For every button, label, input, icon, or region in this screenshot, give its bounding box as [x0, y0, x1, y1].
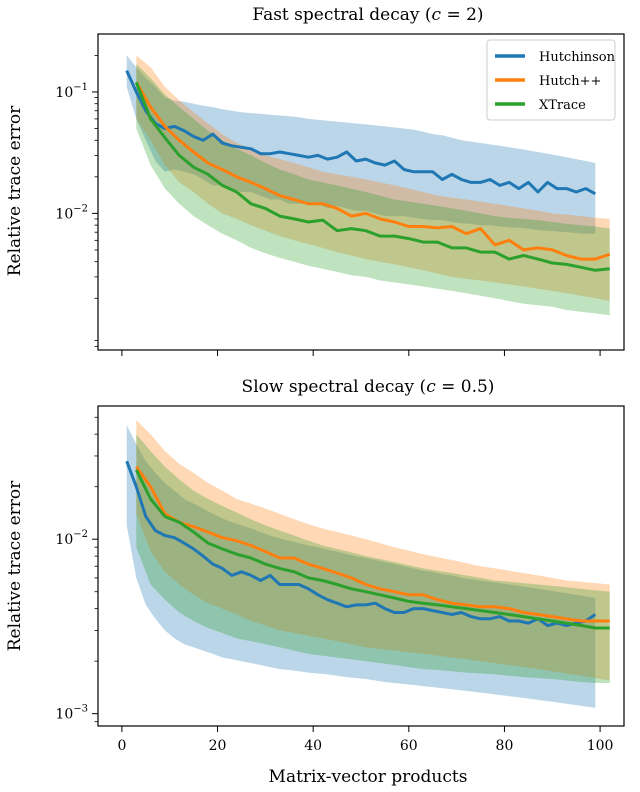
band-hutchinson — [126, 425, 596, 708]
y-tick-label: 10−2 — [55, 529, 88, 548]
bottom-chart-panel: Slow spectral decay (c = 0.5) Relative t… — [5, 377, 625, 754]
plot-area — [125, 55, 611, 316]
band-xtrace — [136, 434, 610, 683]
legend-label: XTrace — [539, 98, 586, 113]
x-tick-label: 60 — [400, 738, 418, 754]
band-hutchinson — [126, 55, 596, 234]
x-tick-label: 40 — [304, 738, 322, 754]
y-tick-label: 10−2 — [55, 203, 88, 222]
x-tick-label: 100 — [587, 738, 614, 754]
line-hutchinson — [125, 460, 597, 627]
line-hutchpp — [135, 465, 610, 623]
line-hutchinson — [125, 69, 597, 196]
legend-label: Hutch++ — [539, 74, 601, 89]
top-chart-panel: Fast spectral decay (c = 2) Relative tra… — [5, 5, 625, 356]
line-hutchpp — [135, 81, 611, 261]
bottom-chart-title: Slow spectral decay (c = 0.5) — [242, 377, 495, 397]
legend-box — [486, 39, 616, 121]
line-xtrace — [134, 469, 610, 630]
legend: Hutchinson Hutch++ XTrace — [486, 39, 616, 121]
y-tick-label: 10−3 — [55, 704, 88, 723]
plot-frame — [97, 33, 625, 351]
top-chart-title: Fast spectral decay (c = 2) — [252, 5, 483, 25]
x-tick-label: 20 — [209, 738, 227, 754]
y-tick-label: 10−1 — [55, 82, 88, 101]
plot-area — [125, 420, 610, 708]
top-chart-ylabel: Relative trace error — [5, 105, 25, 276]
legend-label: Hutchinson — [539, 50, 616, 65]
bottom-chart-ylabel: Relative trace error — [5, 480, 25, 651]
x-tick-label: 0 — [117, 738, 126, 754]
line-xtrace — [134, 81, 610, 272]
band-hutchpp — [136, 420, 610, 681]
x-tick-label: 80 — [496, 738, 514, 754]
x-axis-label: Matrix-vector products — [269, 767, 468, 787]
